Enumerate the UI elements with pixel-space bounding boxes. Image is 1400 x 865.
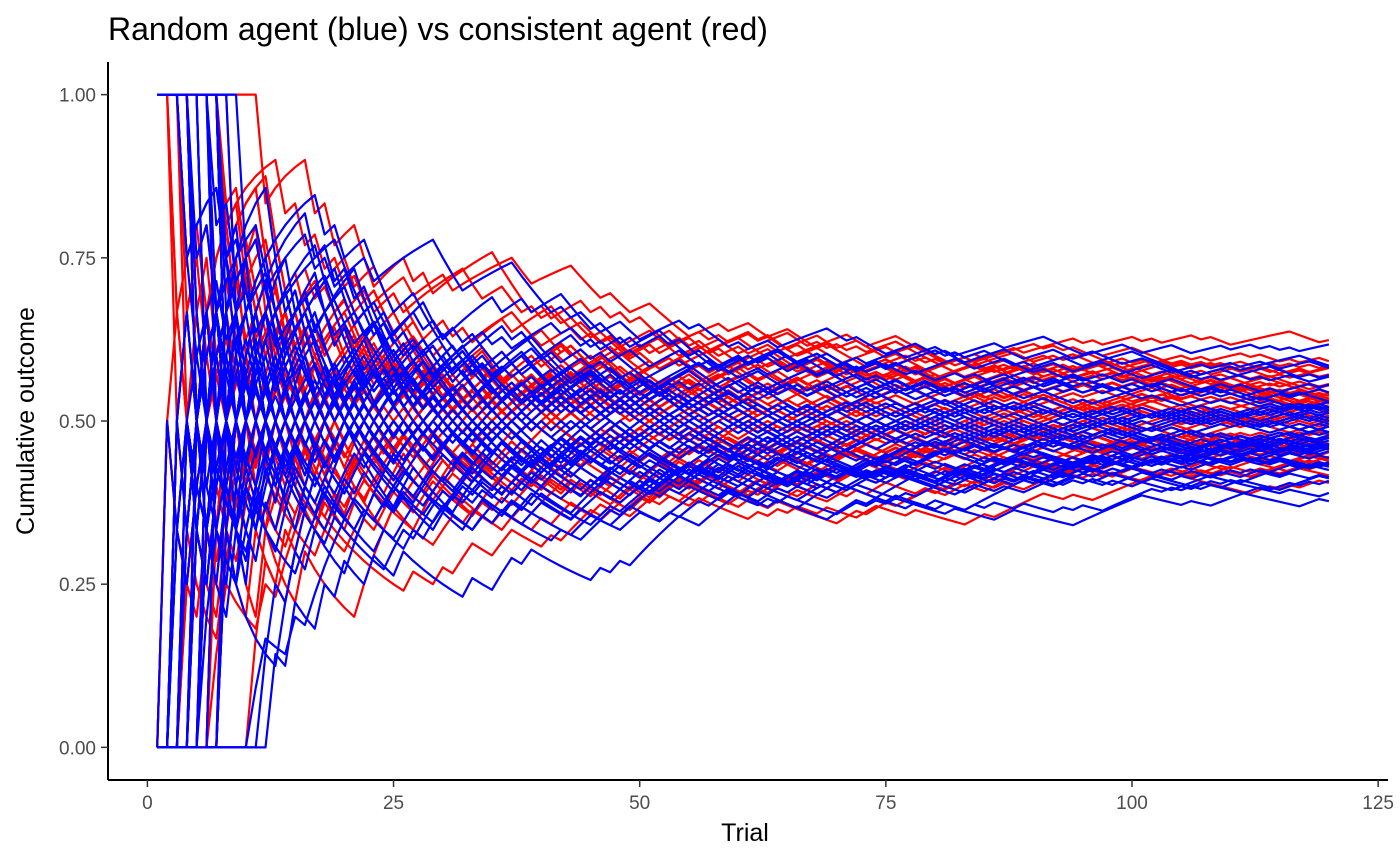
agent-line bbox=[186, 383, 1330, 749]
agent-line bbox=[166, 94, 1330, 548]
agent-line bbox=[215, 94, 1330, 531]
y-tick-label: 0.00 bbox=[59, 738, 96, 759]
x-tick-label: 100 bbox=[1116, 793, 1148, 814]
y-tick-label: 0.50 bbox=[59, 412, 96, 433]
agent-line bbox=[157, 93, 1330, 412]
x-tick-label: 75 bbox=[875, 793, 896, 814]
agent-line bbox=[185, 311, 1330, 748]
x-tick-label: 25 bbox=[383, 793, 404, 814]
agent-line bbox=[175, 354, 1330, 748]
y-axis-title: Cumulative outcome bbox=[12, 307, 40, 535]
agent-line bbox=[216, 471, 1330, 749]
agent-line bbox=[157, 443, 1330, 749]
x-axis-title: Trial bbox=[721, 819, 769, 847]
agent-line bbox=[215, 94, 1330, 423]
x-ticks: 0 25 50 75 100 125 bbox=[142, 780, 1394, 814]
agent-line bbox=[157, 93, 1330, 429]
agent-line bbox=[157, 419, 1330, 749]
agent-line bbox=[216, 93, 1330, 514]
agent-line bbox=[166, 311, 1330, 748]
y-ticks: 0.00 0.25 0.50 0.75 1.00 bbox=[59, 86, 108, 759]
agent-line bbox=[205, 256, 1330, 748]
plot-lines bbox=[156, 93, 1330, 749]
agent-line bbox=[167, 93, 1330, 428]
agent-line bbox=[185, 311, 1330, 748]
agent-line bbox=[196, 93, 1330, 474]
agent-line bbox=[166, 419, 1330, 748]
agent-line bbox=[185, 94, 1330, 618]
x-tick-label: 50 bbox=[629, 793, 650, 814]
chart-title: Random agent (blue) vs consistent agent … bbox=[108, 11, 768, 47]
agent-line bbox=[206, 411, 1330, 749]
agent-line bbox=[205, 94, 1330, 471]
agent-line bbox=[176, 93, 1330, 379]
y-tick-label: 0.75 bbox=[59, 249, 96, 270]
y-tick-label: 0.25 bbox=[59, 575, 96, 596]
y-tick-label: 1.00 bbox=[59, 86, 96, 107]
x-tick-label: 0 bbox=[142, 793, 153, 814]
x-tick-label: 125 bbox=[1362, 793, 1394, 814]
